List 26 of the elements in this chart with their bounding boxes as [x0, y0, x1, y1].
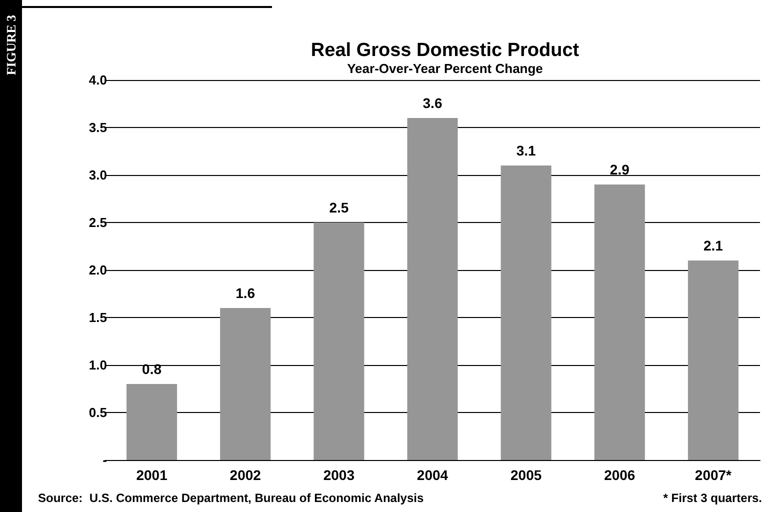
x-tick-label: 2006 [604, 467, 636, 483]
chart-subtitle: Year-Over-Year Percent Change [347, 61, 543, 76]
x-tick-label: 2002 [230, 467, 262, 483]
data-label: 3.1 [516, 142, 536, 158]
y-tick-label: 2.0 [88, 262, 107, 278]
y-tick-label: 0.5 [88, 405, 107, 420]
data-label: 1.6 [236, 285, 256, 301]
y-tick-label: 4.0 [88, 72, 107, 88]
y-tick-label: 3.5 [88, 120, 107, 135]
y-tick-label: 1.0 [88, 358, 107, 372]
data-label: 2.1 [703, 238, 724, 254]
x-tick-label: 2004 [416, 467, 448, 483]
x-tick-label: 2003 [323, 467, 355, 483]
y-tick-label: 2.5 [88, 215, 107, 230]
source-note: Source: U.S. Commerce Department, Bureau of Economic Analysis [38, 491, 424, 505]
text: * First 3 quarters. [663, 491, 762, 505]
caption: FIGURE 3 [4, 14, 18, 76]
data-label: 2.5 [329, 200, 349, 216]
x-tick-label: 2007* [694, 467, 732, 483]
data-label: 3.6 [422, 95, 442, 111]
x-tick-label: 2001 [136, 467, 168, 483]
y-tick-label: 3.0 [88, 168, 107, 182]
y-tick-label: 1.5 [88, 310, 107, 325]
data-label: 2.9 [610, 162, 630, 178]
chart-title: Real Gross Domestic Product [310, 40, 580, 61]
x-tick-label: 2005 [510, 467, 542, 483]
